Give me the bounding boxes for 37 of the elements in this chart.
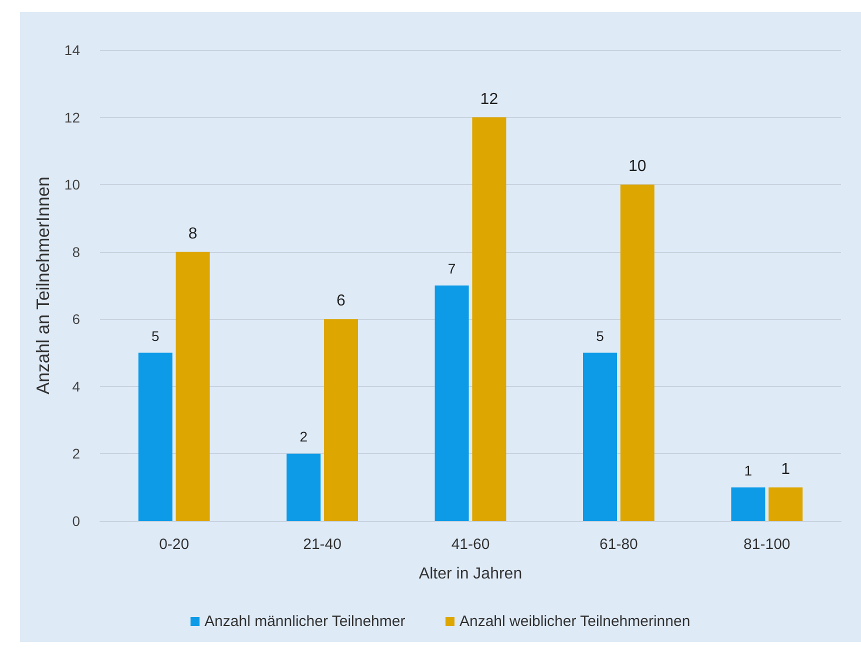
bar: [176, 252, 210, 521]
data-label: 8: [188, 225, 198, 242]
y-tick-label: 10: [64, 176, 80, 193]
bar: [434, 286, 469, 521]
data-label: 12: [480, 90, 498, 108]
y-tick-label: 0: [72, 513, 80, 529]
y-tick-label: 4: [72, 378, 80, 394]
y-tick-label: 2: [72, 446, 80, 462]
y-tick-label: 6: [72, 311, 80, 328]
bar: [620, 184, 654, 521]
x-tick-label: 81-100: [744, 536, 790, 553]
bar: [583, 352, 617, 521]
x-axis-title: Alter in Jahren: [418, 566, 522, 582]
data-label: 10: [628, 158, 646, 176]
data-label: 5: [152, 328, 160, 344]
data-label: 6: [336, 292, 346, 310]
y-axis-title: Anzahl an TeilnehmerInnen: [33, 176, 53, 394]
y-tick-label: 12: [64, 109, 80, 126]
bar: [138, 352, 172, 521]
bar: [768, 487, 803, 521]
x-tick-label: 0-20: [159, 536, 190, 553]
x-tick-label: 61-80: [600, 536, 638, 553]
legend-label: Anzahl weiblicher Teilnehmerinnen: [459, 613, 690, 630]
x-tick-label: 21-40: [303, 536, 342, 553]
data-label: 1: [744, 462, 752, 478]
data-label: 5: [596, 328, 604, 344]
data-label: 1: [781, 460, 790, 478]
bar: [286, 454, 321, 521]
x-tick-label: 41-60: [451, 536, 490, 553]
data-label: 2: [300, 428, 308, 445]
bar: [472, 117, 506, 521]
data-label: 7: [448, 260, 456, 276]
y-tick-label: 8: [72, 244, 80, 260]
bar: [731, 487, 766, 521]
legend-label: Anzahl männlicher Teilnehmer: [204, 613, 406, 630]
y-tick-label: 14: [64, 42, 80, 58]
bar: [324, 319, 358, 521]
